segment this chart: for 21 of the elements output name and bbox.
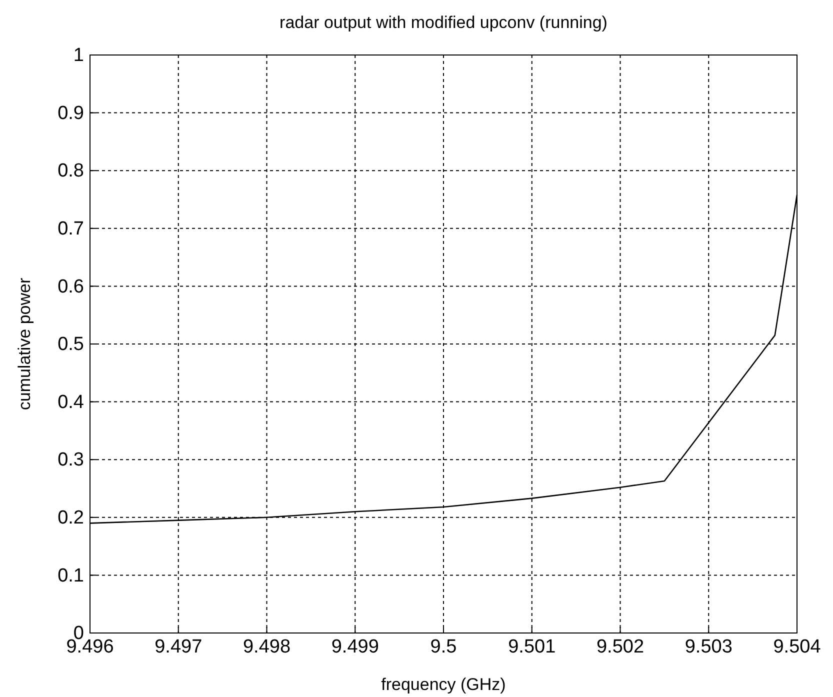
y-tick-label: 0.9 <box>58 102 84 124</box>
x-tick-label: 9.501 <box>508 636 556 658</box>
y-tick-label: 0.3 <box>58 450 84 471</box>
y-tick-label: 0.4 <box>58 392 84 413</box>
x-tick-label: 9.498 <box>242 636 291 658</box>
x-tick-label: 9.5 <box>430 636 457 658</box>
x-tick-label: 9.499 <box>331 636 379 658</box>
y-tick-label: 0.1 <box>58 565 84 586</box>
x-tick-label: 9.503 <box>684 636 732 658</box>
x-axis-title: frequency (GHz) <box>381 675 506 694</box>
y-tick-label: 0.5 <box>58 334 84 356</box>
y-tick-label: 0.7 <box>58 218 84 240</box>
y-tick-label: 1 <box>73 45 84 66</box>
x-tick-label: 9.502 <box>596 636 644 658</box>
x-tick-label: 9.504 <box>773 636 822 658</box>
y-axis-title: cumulative power <box>15 278 34 410</box>
chart-title: radar output with modified upconv (running) <box>280 13 608 32</box>
x-tick-label: 9.497 <box>154 636 202 658</box>
y-tick-label: 0.8 <box>58 160 84 182</box>
y-tick-label: 0.2 <box>58 507 84 528</box>
y-tick-label: 0.6 <box>58 276 84 298</box>
